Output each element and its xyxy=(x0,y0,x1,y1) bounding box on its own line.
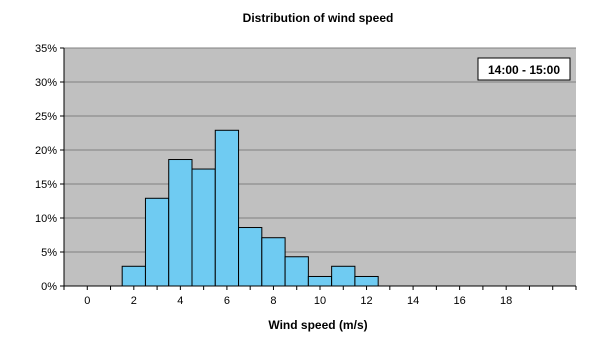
x-tick-label: 4 xyxy=(177,295,183,307)
histogram-bar xyxy=(238,227,263,287)
annotation-text: 14:00 - 15:00 xyxy=(488,63,560,77)
y-tick-label: 25% xyxy=(35,111,57,123)
plot-area xyxy=(64,48,576,286)
histogram-bar xyxy=(307,275,333,287)
x-tick-labels: 0 2 4 6 8 10 12 14 16 18 xyxy=(84,295,512,307)
y-tick-labels: 0% 5% 10% 15% 20% 25% 30% 35% xyxy=(35,43,57,293)
histogram-bar xyxy=(354,275,379,287)
axes xyxy=(60,47,577,290)
x-tick-label: 0 xyxy=(84,295,90,307)
x-tick-label: 14 xyxy=(407,295,419,307)
y-tick-label: 10% xyxy=(35,213,57,225)
x-tick-label: 12 xyxy=(360,295,372,307)
y-tick-label: 15% xyxy=(35,179,57,191)
histogram-bar xyxy=(214,129,240,287)
y-tick-label: 20% xyxy=(35,145,57,157)
histogram-bar xyxy=(191,168,216,287)
y-tick-label: 5% xyxy=(41,247,57,259)
x-tick-label: 8 xyxy=(270,295,276,307)
histogram-bar xyxy=(121,265,146,287)
y-tick-label: 35% xyxy=(35,43,57,55)
histogram-bars xyxy=(121,129,379,287)
y-tick-label: 30% xyxy=(35,77,57,89)
x-tick-label: 16 xyxy=(454,295,466,307)
y-tick-label: 0% xyxy=(41,281,57,293)
x-tick-label: 10 xyxy=(314,295,326,307)
histogram-bar xyxy=(284,256,309,287)
x-axis-title: Wind speed (m/s) xyxy=(268,318,367,332)
histogram-bar xyxy=(331,265,356,287)
x-tick-label: 6 xyxy=(224,295,230,307)
time-range-annotation: 14:00 - 15:00 xyxy=(477,57,571,81)
chart-title: Distribution of wind speed xyxy=(243,11,394,25)
x-tick-label: 18 xyxy=(500,295,512,307)
annotation-box xyxy=(477,57,571,81)
histogram-bar xyxy=(261,237,286,287)
x-tick-label: 2 xyxy=(131,295,137,307)
histogram-bar xyxy=(144,197,170,287)
histogram-bar xyxy=(168,159,193,287)
